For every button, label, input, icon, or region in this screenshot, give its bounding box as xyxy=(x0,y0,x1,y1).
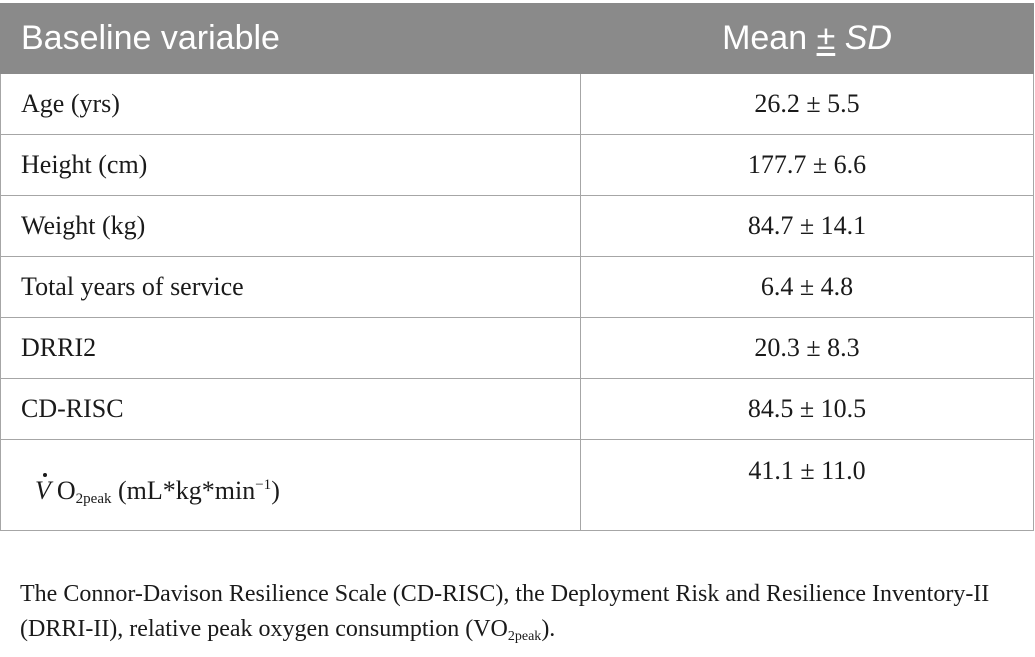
footnote-text: The Connor-Davison Resilience Scale (CD-… xyxy=(20,581,990,642)
table-footnote: The Connor-Davison Resilience Scale (CD-… xyxy=(20,577,1020,654)
row-value: 26.2 ± 5.5 xyxy=(580,73,1034,135)
table-row-vo2peak: V O2peak (mL*kg*min−1) 41.1 ± 11.0 xyxy=(0,439,1034,531)
vo2-unit-superscript: −1 xyxy=(255,477,272,493)
row-variable: CD-RISC xyxy=(0,378,581,440)
header-plus-minus: ± xyxy=(816,19,836,57)
header-sd-label: SD xyxy=(844,19,892,57)
oxygen-symbol: O xyxy=(56,476,76,505)
table-row: DRRI2 20.3 ± 8.3 xyxy=(0,317,1034,379)
row-variable: Height (cm) xyxy=(0,134,581,196)
footnote-subscript: 2peak xyxy=(507,629,542,644)
table-row: Total years of service 6.4 ± 4.8 xyxy=(0,256,1034,318)
vo2-subscript: 2peak xyxy=(75,491,112,507)
row-variable: Age (yrs) xyxy=(0,73,581,135)
row-variable: Total years of service xyxy=(0,256,581,318)
row-variable: Weight (kg) xyxy=(0,195,581,257)
baseline-table: Baseline variable Mean ± SD Age (yrs) 26… xyxy=(0,3,1034,531)
table-row: CD-RISC 84.5 ± 10.5 xyxy=(0,378,1034,440)
row-value: 20.3 ± 8.3 xyxy=(580,317,1034,379)
table-row: Height (cm) 177.7 ± 6.6 xyxy=(0,134,1034,196)
vo2-unit-prefix: (mL*kg*min xyxy=(111,476,256,505)
row-value: 6.4 ± 4.8 xyxy=(580,256,1034,318)
table-row: Age (yrs) 26.2 ± 5.5 xyxy=(0,73,1034,135)
row-value: 177.7 ± 6.6 xyxy=(580,134,1034,196)
header-mean-label: Mean xyxy=(722,19,817,57)
table-header-row: Baseline variable Mean ± SD xyxy=(0,3,1034,74)
row-value: 84.5 ± 10.5 xyxy=(580,378,1034,440)
header-mean-sd: Mean ± SD xyxy=(580,3,1034,74)
row-variable-vo2peak: V O2peak (mL*kg*min−1) xyxy=(0,439,581,531)
row-value: 84.7 ± 14.1 xyxy=(580,195,1034,257)
baseline-table-container: Baseline variable Mean ± SD Age (yrs) 26… xyxy=(0,3,1034,531)
row-value-vo2peak: 41.1 ± 11.0 xyxy=(580,439,1034,531)
table-row: Weight (kg) 84.7 ± 14.1 xyxy=(0,195,1034,257)
row-variable: DRRI2 xyxy=(0,317,581,379)
vo2-unit-suffix: ) xyxy=(271,476,280,505)
v-dot-symbol: V xyxy=(35,473,51,505)
header-baseline-variable: Baseline variable xyxy=(0,3,581,74)
footnote-end: ). xyxy=(541,616,556,642)
